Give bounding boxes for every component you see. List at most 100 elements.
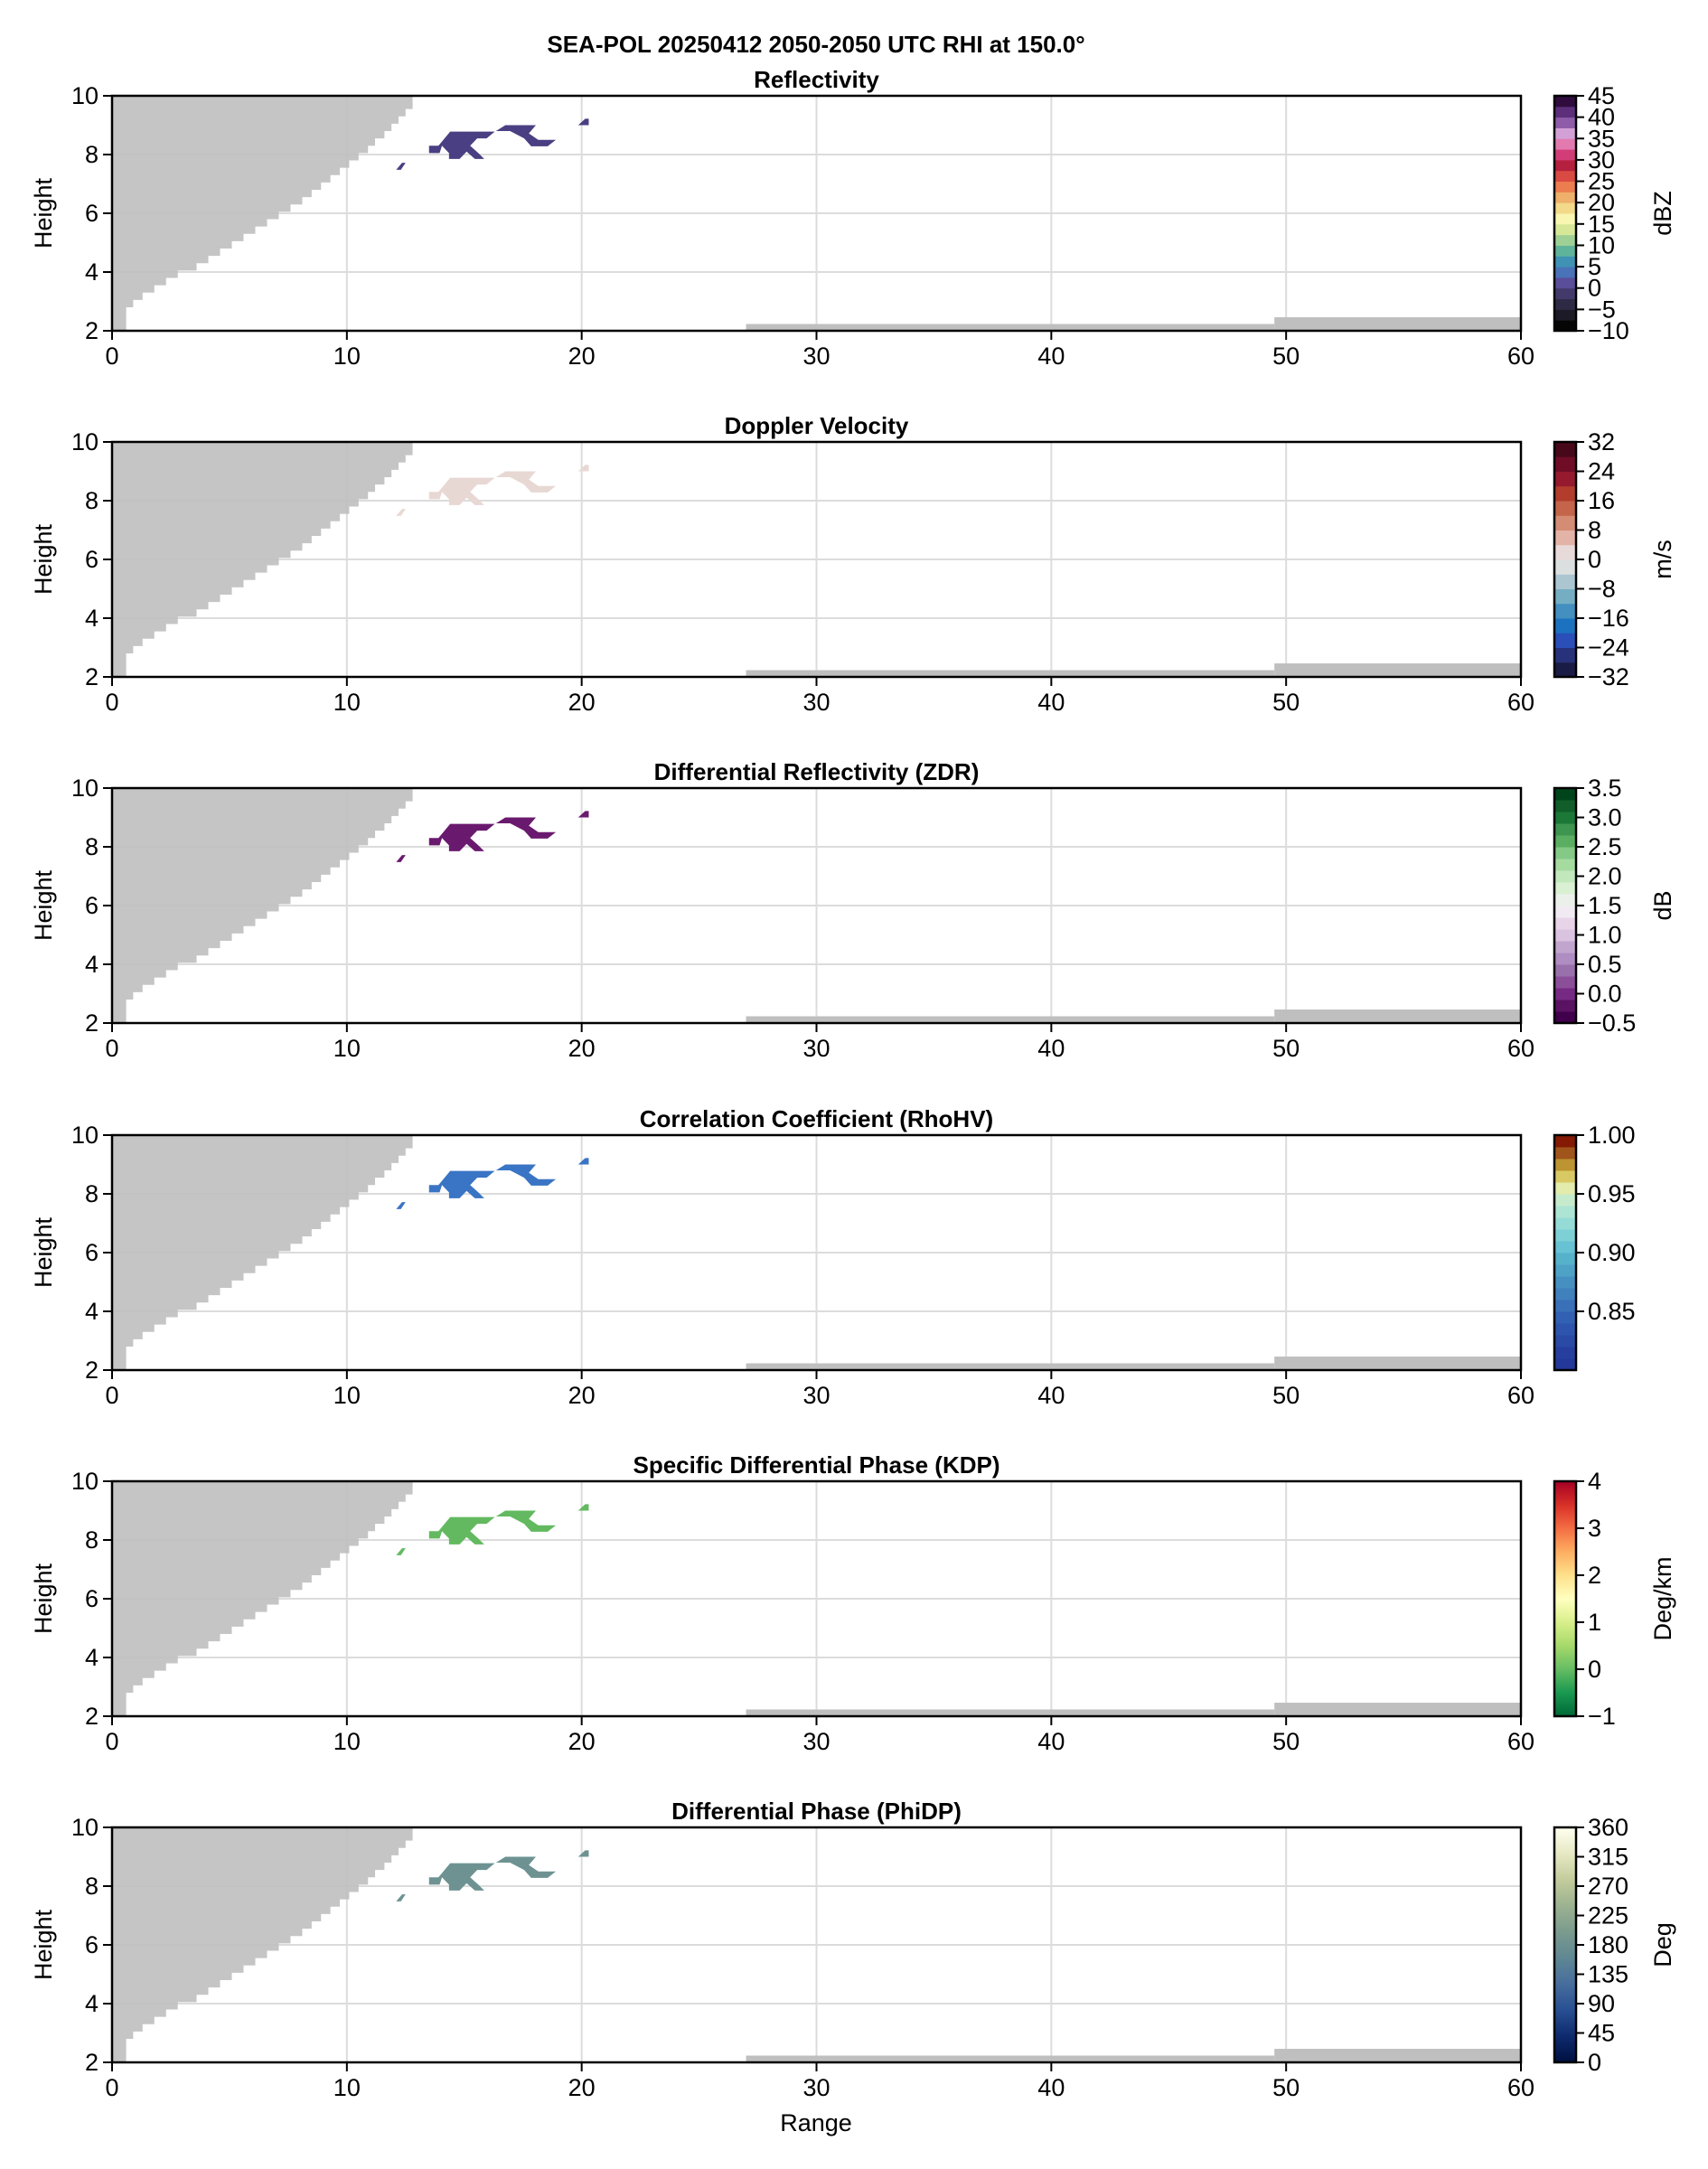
colorbar-segment xyxy=(1554,559,1576,575)
colorbar-segment xyxy=(1554,442,1576,457)
colorbar-segment xyxy=(1554,192,1576,203)
colorbar-tick-label: 1.00 xyxy=(1588,1122,1636,1149)
colorbar-segment xyxy=(1554,1170,1576,1183)
x-tick-label: 0 xyxy=(105,1035,118,1062)
echo-region xyxy=(428,477,495,505)
colorbar-tick-label: 225 xyxy=(1588,1902,1628,1930)
echo-region xyxy=(577,118,589,126)
colorbar-segment xyxy=(1554,1135,1576,1148)
y-axis-label: Height xyxy=(30,869,57,941)
x-tick-label: 10 xyxy=(333,1728,361,1755)
y-tick-label: 6 xyxy=(85,1239,99,1266)
echo-region xyxy=(495,125,557,146)
colorbar-segment xyxy=(1554,823,1576,836)
ground-clutter-bar xyxy=(1274,1703,1521,1716)
colorbar-label: m/s xyxy=(1649,540,1676,579)
colorbar-segment xyxy=(1554,138,1576,150)
y-tick-label: 8 xyxy=(85,1873,99,1900)
colorbar-tick-label: 4 xyxy=(1588,1468,1601,1495)
y-tick-label: 2 xyxy=(85,2049,99,2076)
x-tick-label: 50 xyxy=(1272,1035,1300,1062)
colorbar-segment xyxy=(1554,287,1576,300)
y-tick-label: 4 xyxy=(85,1990,99,2017)
colorbar-tick-label: 3.5 xyxy=(1588,775,1622,802)
blocked-beam-region xyxy=(112,96,413,331)
colorbar-gradient-fill xyxy=(1554,1481,1576,1716)
colorbar-segment xyxy=(1554,256,1576,268)
blocked-beam-region xyxy=(112,1135,413,1370)
colorbar-segment xyxy=(1554,964,1576,977)
colorbar-tick-label: 2.5 xyxy=(1588,833,1622,860)
colorbar-segment xyxy=(1554,882,1576,895)
colorbar-segment xyxy=(1554,662,1576,678)
colorbar-frame xyxy=(1553,1479,1578,1718)
y-tick-label: 6 xyxy=(85,892,99,919)
y-tick-label: 2 xyxy=(85,1703,99,1730)
colorbar-label: Deg/km xyxy=(1649,1556,1676,1640)
colorbar-segment xyxy=(1554,1300,1576,1312)
x-tick-label: 60 xyxy=(1507,689,1534,716)
colorbar-tick-label: 1 xyxy=(1588,1609,1601,1636)
x-tick-label: 30 xyxy=(802,1382,830,1409)
y-axis-label: Height xyxy=(30,523,57,595)
colorbar-tick-label: 8 xyxy=(1588,517,1601,544)
panel-4: Correlation Coefficient (RhoHV)0 10 20 30 40… xyxy=(30,1105,1636,1409)
colorbar-segment xyxy=(1554,159,1576,172)
colorbar-segment xyxy=(1554,588,1576,605)
y-tick-label: 4 xyxy=(85,605,99,632)
colorbar-segment xyxy=(1554,298,1576,310)
colorbar-segment xyxy=(1554,1276,1576,1289)
x-tick-label: 40 xyxy=(1037,1728,1065,1755)
x-tick-label: 10 xyxy=(333,689,361,716)
panel-6: Differential Phase (PhiDP)0 10 20 30 40 50 602… xyxy=(30,1798,1676,2101)
colorbar-segment xyxy=(1554,117,1576,128)
colorbar-segment xyxy=(1554,106,1576,118)
colorbar-tick-label: 40 xyxy=(1588,104,1615,131)
ground-clutter-bar xyxy=(1274,663,1521,677)
colorbar-tick-label: 180 xyxy=(1588,1931,1628,1958)
echo-region xyxy=(495,1164,557,1186)
colorbar-label: dB xyxy=(1649,890,1676,920)
echo-region xyxy=(396,509,406,516)
echo-region xyxy=(495,1510,557,1532)
colorbar-tick-label: 0.95 xyxy=(1588,1180,1636,1207)
x-tick-label: 50 xyxy=(1272,1728,1300,1755)
colorbar-segment xyxy=(1554,234,1576,246)
x-axis-label: Range xyxy=(780,2109,852,2136)
x-tick-label: 20 xyxy=(568,343,596,370)
x-tick-label: 60 xyxy=(1507,1728,1534,1755)
colorbar-segment xyxy=(1554,1206,1576,1218)
x-tick-label: 0 xyxy=(105,1728,118,1755)
colorbar-tick-label: 45 xyxy=(1588,82,1615,109)
echo-region xyxy=(495,817,557,839)
x-tick-label: 40 xyxy=(1037,1382,1065,1409)
colorbar-tick-label: 3.0 xyxy=(1588,804,1622,831)
colorbar-tick-label: 25 xyxy=(1588,168,1615,195)
x-tick-label: 10 xyxy=(333,343,361,370)
blocked-beam-region xyxy=(112,442,413,677)
y-tick-label: 2 xyxy=(85,317,99,344)
x-tick-label: 10 xyxy=(333,1035,361,1062)
colorbar-tick-label: −16 xyxy=(1588,605,1629,632)
colorbar-segment xyxy=(1554,618,1576,634)
colorbar-tick-label: 0 xyxy=(1588,2049,1601,2076)
echo-region xyxy=(396,855,406,862)
ground-clutter-bar xyxy=(746,2055,1275,2062)
colorbar-gradient-fill xyxy=(1554,1827,1576,2062)
colorbar-tick-label: −5 xyxy=(1588,296,1616,323)
colorbar-tick-label: 1.5 xyxy=(1588,892,1622,919)
y-tick-label: 10 xyxy=(71,775,99,802)
colorbar-tick-label: 5 xyxy=(1588,253,1601,280)
colorbar-tick-label: −24 xyxy=(1588,634,1629,662)
colorbar-segment xyxy=(1554,277,1576,289)
colorbar-segment xyxy=(1554,1347,1576,1359)
colorbar-segment xyxy=(1554,1217,1576,1230)
y-tick-label: 10 xyxy=(71,1468,99,1495)
x-tick-label: 20 xyxy=(568,2074,596,2101)
x-tick-label: 10 xyxy=(333,2074,361,2101)
colorbar-segment xyxy=(1554,788,1576,801)
colorbar-tick-label: 0 xyxy=(1588,546,1601,573)
y-tick-label: 10 xyxy=(71,1122,99,1149)
colorbar-tick-label: 3 xyxy=(1588,1515,1601,1542)
